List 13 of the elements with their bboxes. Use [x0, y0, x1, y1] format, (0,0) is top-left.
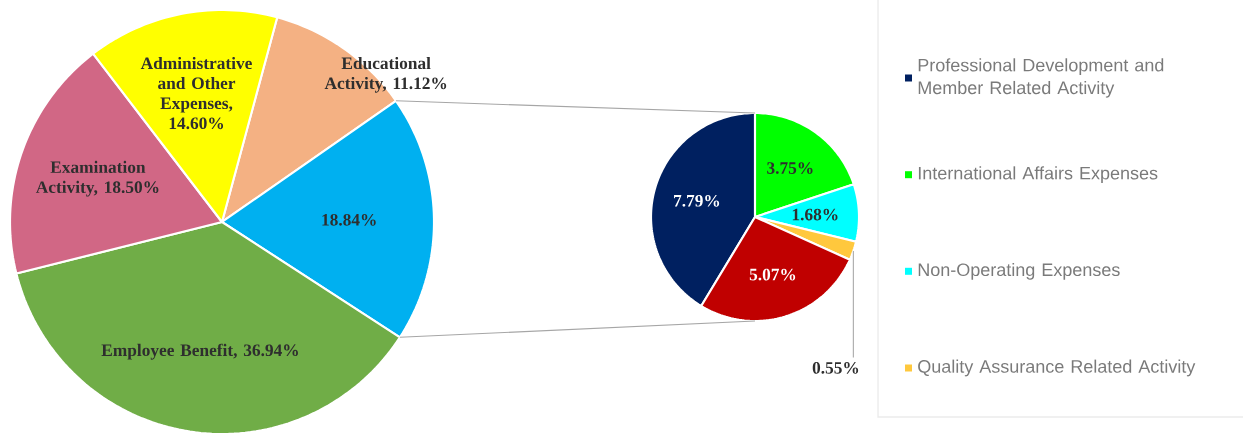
data-label: 3.75%: [767, 162, 813, 174]
data-label: Employee Benefit, 36.94%: [101, 343, 298, 360]
legend-label: Non-Operating Expenses: [918, 262, 1120, 280]
legend-label: International Affairs Expenses: [918, 166, 1158, 184]
data-label: 5.07%: [749, 268, 796, 281]
data-label: 18.84%: [322, 214, 376, 226]
data-label: 1.68%: [792, 208, 838, 221]
data-label: 0.55%: [812, 362, 859, 374]
data-label: 7.79%: [674, 194, 720, 207]
legend-label: Professional Development and Member Related Activity: [918, 58, 1164, 98]
data-label: Administrative and Other Expenses, 14.60%: [140, 56, 252, 130]
legend-label: Quality Assurance Related Activity: [918, 359, 1196, 377]
data-label: Examination Activity, 18.50%: [35, 160, 159, 197]
